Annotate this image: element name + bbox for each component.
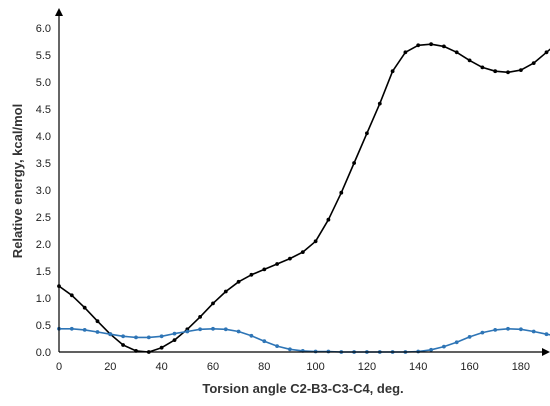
series-1-point (211, 301, 215, 306)
x-axis-title: Torsion angle C2-B3-C3-C4, deg. (202, 381, 403, 396)
series-1-point (275, 262, 279, 266)
series-2-point (82, 328, 87, 332)
series-2-point (467, 335, 472, 339)
y-tick-labels: 0.0 0.5 1.0 1.5 2.0 2.5 3.0 3.5 4.0 4.5 5.0 5.5 6.0 (36, 23, 51, 359)
series-1-point (480, 65, 485, 70)
y-tick-label: 3.0 (36, 185, 51, 197)
series-2-point (159, 334, 164, 339)
series-1-point (326, 217, 331, 222)
y-tick-label: 4.5 (36, 104, 51, 116)
series-1-point (69, 293, 74, 298)
series-2-point (442, 344, 446, 349)
x-tick-label: 180 (512, 361, 530, 373)
series-2-point (198, 327, 203, 332)
series-2-point (506, 326, 510, 331)
series-2-point (531, 329, 536, 334)
series-2-point (544, 332, 549, 337)
x-tick-label: 100 (306, 361, 324, 373)
y-tick-label: 6.0 (36, 23, 51, 35)
x-tick-label: 20 (104, 361, 116, 373)
series-1-line (58, 43, 550, 353)
y-tick-label: 5.0 (36, 77, 51, 89)
series-1-point (390, 69, 395, 74)
series-2-point (249, 333, 254, 338)
x-tick-label: 0 (56, 361, 62, 373)
x-tick-label: 120 (358, 361, 376, 373)
series-1-point (544, 50, 549, 55)
series-1-point (365, 131, 369, 136)
series-2-point (108, 332, 113, 337)
y-tick-label: 0.5 (36, 320, 51, 332)
series-1-point (223, 289, 228, 294)
x-tick-label: 40 (156, 361, 168, 373)
series-2-point (236, 329, 241, 334)
series-1-point (300, 250, 305, 255)
series-1-point (288, 256, 292, 261)
series-2-point (69, 326, 74, 331)
y-axis-title: Relative energy, kcal/mol (10, 104, 25, 258)
x-tick-label: 160 (460, 361, 478, 373)
series-1-point (82, 305, 87, 310)
series-1-point (95, 319, 100, 324)
series-1-point (416, 43, 421, 48)
series-1-point (467, 58, 472, 63)
series-2-point (519, 327, 523, 332)
series-2-point (493, 328, 498, 332)
series-2-point (275, 344, 279, 348)
series-2-point (172, 331, 177, 336)
series-1-point (506, 70, 510, 75)
y-axis-arrow (55, 8, 63, 16)
series-1-point (159, 345, 164, 350)
y-tick-label: 3.5 (36, 158, 51, 170)
series-2-point (429, 347, 433, 352)
y-tick-label: 1.5 (36, 266, 51, 278)
series-1-point (313, 239, 318, 244)
series-1-point (236, 279, 241, 284)
series-1-point (339, 190, 344, 195)
series-1-point (198, 315, 203, 319)
series-2-point (262, 339, 267, 344)
series-2-point (134, 335, 138, 340)
x-tick-label: 140 (409, 361, 427, 373)
series-2-point (146, 335, 151, 340)
y-tick-label: 5.5 (36, 50, 51, 62)
series-2-point (211, 326, 215, 331)
y-tick-label: 0.0 (36, 347, 51, 359)
x-axis-arrow (542, 348, 550, 356)
series-1-point (249, 272, 254, 277)
series-2-point (454, 340, 459, 345)
series-1-point (403, 50, 408, 55)
series-1-point (493, 69, 498, 74)
y-tick-label: 2.0 (36, 239, 51, 251)
series-1-point (352, 161, 356, 165)
series-1-point (531, 61, 536, 65)
series-2-point (95, 330, 100, 334)
series-1-point (121, 343, 125, 347)
series-1-point (519, 68, 523, 72)
series-1-point (429, 42, 433, 47)
series-1-point (442, 44, 446, 49)
series-2-point (223, 327, 228, 332)
series-2-point (185, 329, 190, 334)
series-1-point (262, 267, 267, 272)
series-1-point (377, 101, 382, 106)
y-tick-label: 1.0 (36, 293, 51, 305)
plot-series (57, 42, 550, 354)
series-2-point (480, 330, 485, 335)
series-1-point (454, 50, 459, 55)
x-tick-labels: 0204060801001201401601802002202402602803… (56, 361, 530, 373)
x-tick-label: 60 (207, 361, 219, 373)
y-tick-label: 2.5 (36, 212, 51, 224)
series-1-point (172, 338, 177, 342)
series-2-point (121, 334, 125, 339)
y-tick-label: 4.0 (36, 131, 51, 143)
axes (55, 8, 550, 356)
series-2-point (288, 347, 292, 352)
x-tick-label: 80 (258, 361, 270, 373)
